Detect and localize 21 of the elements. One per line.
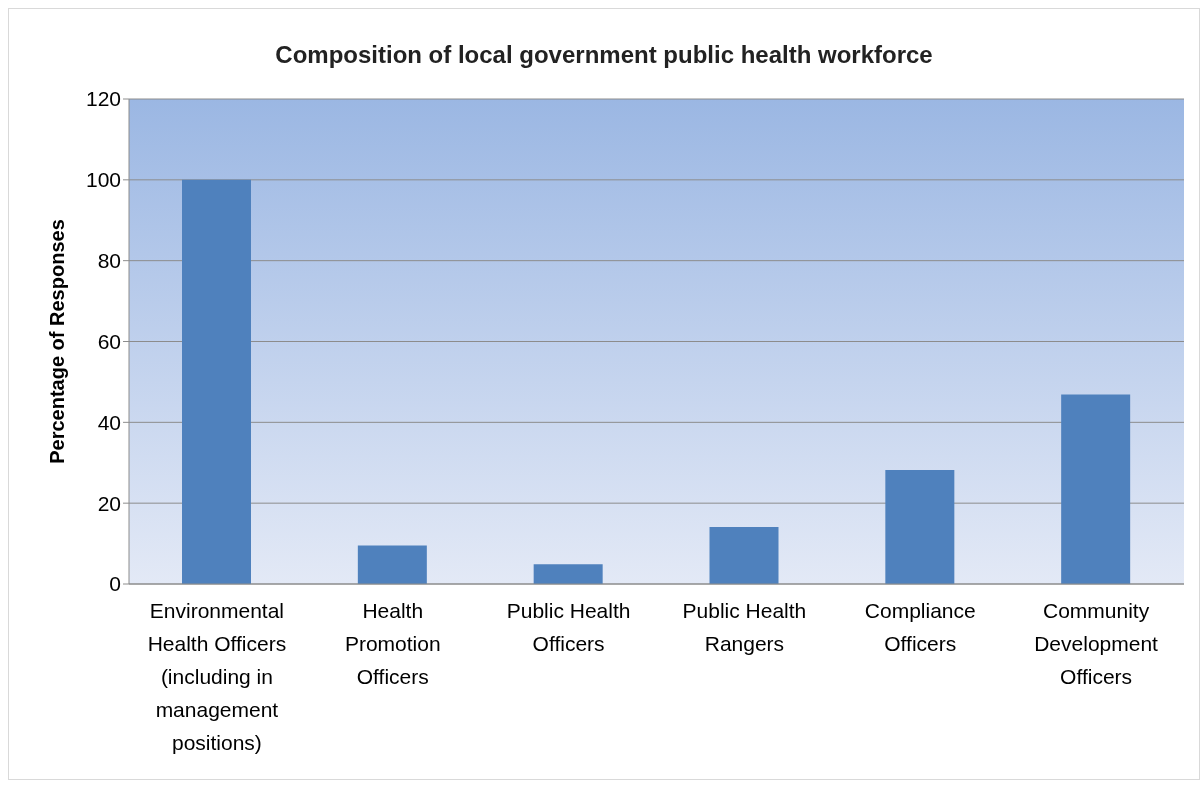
- y-tick-label: 0: [109, 572, 121, 596]
- bar: [533, 564, 603, 584]
- y-tick-label: 60: [97, 329, 121, 353]
- y-tick-label: 120: [85, 87, 121, 111]
- x-tick-label: Community Development Officers: [1034, 599, 1159, 688]
- y-tick-label: 100: [85, 168, 121, 192]
- y-axis-title: Percentage of Responses: [46, 219, 69, 464]
- x-tick-label: Public Health Rangers: [682, 599, 807, 655]
- bar: [357, 545, 427, 584]
- y-tick-label: 40: [97, 410, 121, 434]
- chart-title: Composition of local government public health workforce: [274, 40, 934, 69]
- y-tick-label: 80: [97, 249, 121, 273]
- x-tick-label: Health Promotion Officers: [344, 599, 441, 688]
- bar: [182, 179, 251, 584]
- bar: [1061, 394, 1131, 584]
- y-tick-label: 20: [97, 491, 121, 515]
- x-tick-label: Environmental Health Officers (including in management positions): [147, 599, 287, 754]
- x-tick-label: Public Health Officers: [506, 599, 631, 655]
- bar: [885, 470, 955, 584]
- bar: [709, 527, 779, 584]
- x-tick-label: Compliance Officers: [864, 599, 976, 655]
